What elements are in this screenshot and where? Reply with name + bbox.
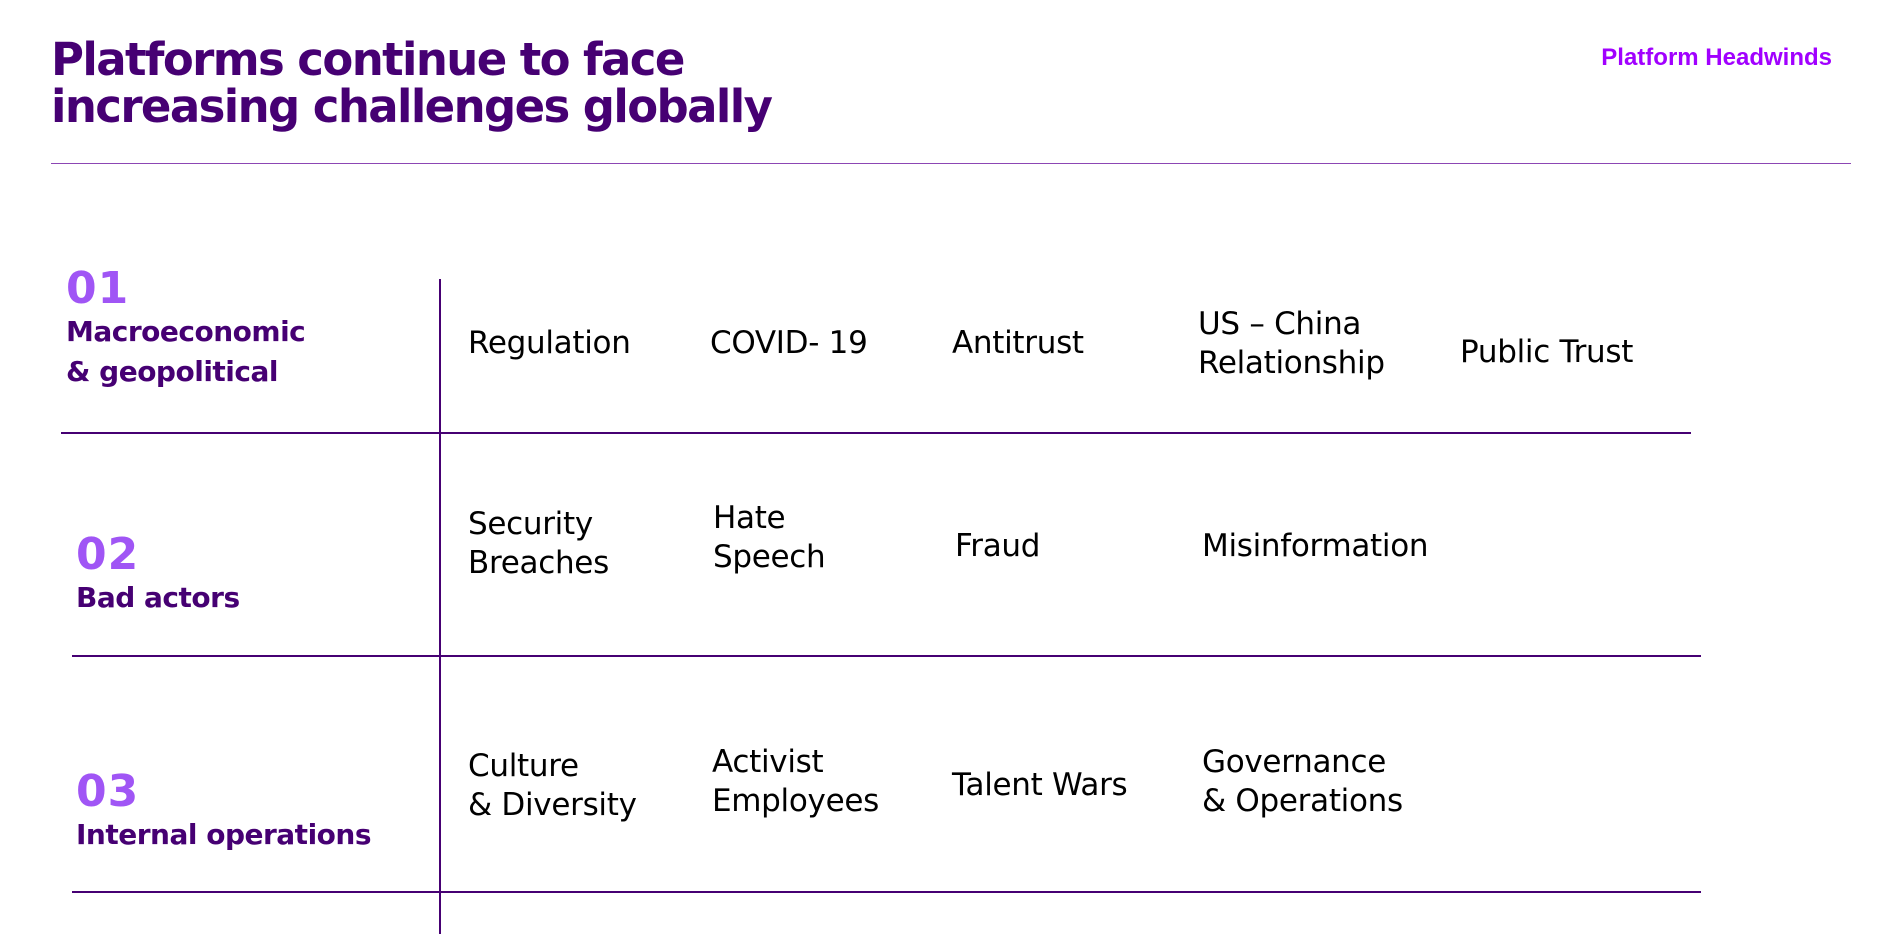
row-label-line-1: Bad actors [76, 581, 240, 614]
challenge-label: Misinformation [1202, 528, 1429, 564]
challenge-label: Talent Wars [952, 767, 1128, 803]
row-divider [72, 891, 1701, 893]
row-label-line-1: Macroeconomic [66, 315, 306, 348]
challenge-label-line-1: US – China [1198, 306, 1362, 342]
challenge-label-line-2: & Operations [1202, 783, 1403, 819]
challenge-label-line-1: Culture [468, 748, 579, 784]
challenge-label: COVID- 19 [710, 325, 868, 361]
challenge-antitrust: Antitrust [952, 324, 1084, 363]
challenge-label: Antitrust [952, 325, 1084, 361]
row-header-macroeconomic: 01 Macroeconomic & geopolitical [66, 263, 306, 392]
challenge-talent-wars: Talent Wars [952, 766, 1128, 805]
challenge-label: Public Trust [1460, 334, 1634, 370]
row-number: 02 [76, 529, 140, 580]
challenge-label-line-1: Governance [1202, 744, 1387, 780]
challenge-label: Regulation [468, 325, 631, 361]
row-header-internal-operations: 03 Internal operations [76, 766, 372, 855]
row-label-line-2: & geopolitical [66, 355, 278, 388]
row-header-bad-actors: 02 Bad actors [76, 532, 240, 618]
row-number: 03 [76, 766, 140, 817]
page-title: Platforms continue to face increasing ch… [51, 33, 773, 133]
challenge-fraud: Fraud [955, 527, 1040, 566]
challenge-label-line-2: Employees [712, 783, 879, 819]
challenge-security-breaches: Security Breaches [468, 505, 609, 583]
challenge-label-line-2: Breaches [468, 545, 609, 581]
challenge-label: Fraud [955, 528, 1041, 564]
challenge-label-line-2: Speech [713, 539, 826, 575]
challenge-us-china-relationship: US – China Relationship [1198, 305, 1385, 383]
header-divider [51, 163, 1851, 164]
row-number: 01 [66, 263, 130, 314]
challenge-hate-speech: Hate Speech [713, 499, 826, 577]
section-tag: Platform Headwinds [1601, 44, 1832, 71]
challenge-label-line-2: Relationship [1198, 345, 1385, 381]
challenge-label-line-1: Activist [712, 744, 824, 780]
challenge-regulation: Regulation [468, 324, 631, 363]
challenge-culture-diversity: Culture & Diversity [468, 747, 637, 825]
page-title-line-1: Platforms continue to face [51, 33, 685, 86]
challenge-label-line-1: Security [468, 506, 593, 542]
challenge-label-line-2: & Diversity [468, 787, 637, 823]
challenge-label-line-1: Hate [713, 500, 786, 536]
challenge-covid-19: COVID- 19 [710, 324, 868, 363]
column-divider [439, 279, 441, 934]
challenge-activist-employees: Activist Employees [712, 743, 879, 821]
row-label-line-1: Internal operations [76, 818, 372, 851]
row-divider [72, 655, 1701, 657]
challenge-misinformation: Misinformation [1202, 527, 1429, 566]
row-divider [61, 432, 1691, 434]
challenge-public-trust: Public Trust [1460, 333, 1633, 372]
page-title-line-2: increasing challenges globally [51, 80, 773, 133]
challenge-governance-operations: Governance & Operations [1202, 743, 1403, 821]
